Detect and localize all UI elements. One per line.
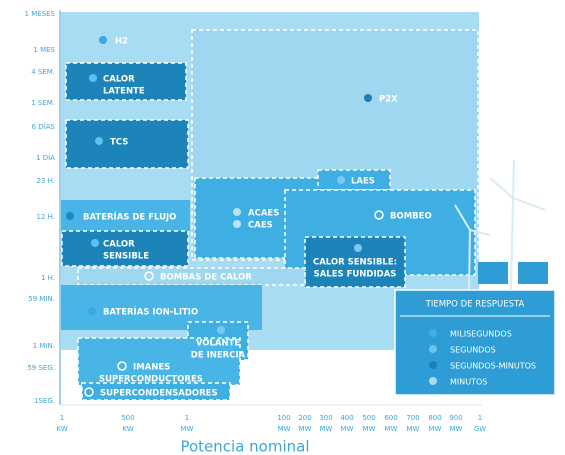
x-axis-label: MW: [341, 425, 354, 433]
x-axis-label: 1: [478, 414, 482, 422]
technology-label: BOMBEO: [390, 212, 432, 222]
y-axis-label: 1 H.: [41, 274, 55, 282]
technology-dot: [354, 244, 362, 252]
region: [81, 382, 231, 401]
technology-label: BATERÍAS ION-LITIO: [103, 306, 198, 318]
x-axis-label: MW: [450, 425, 463, 433]
y-axis-label: 12 H.: [37, 213, 56, 221]
x-axis-label: MW: [429, 425, 442, 433]
region: [61, 230, 189, 267]
x-axis-label: 1: [185, 414, 189, 422]
x-axis-label: 1: [60, 414, 64, 422]
technology-label: H2: [115, 37, 128, 47]
x-axis-label: MW: [320, 425, 333, 433]
x-axis-label: GW: [474, 425, 486, 433]
technology-dot: [374, 210, 384, 220]
technology-label: P2X: [379, 95, 398, 105]
technology-label: BOMBAS DE CALOR: [160, 273, 252, 283]
technology-dot: [337, 176, 345, 184]
x-axis-label: 300: [319, 414, 332, 422]
x-axis-label: 700: [406, 414, 419, 422]
legend-dot: [429, 361, 437, 369]
x-axis-label: KW: [122, 425, 133, 433]
x-axis-label: 600: [384, 414, 397, 422]
technology-label: SALES FUNDIDAS: [314, 270, 397, 280]
technology-label: SENSIBLE: [103, 252, 149, 262]
legend-item: SEGUNDOS-MINUTOS: [450, 362, 536, 371]
y-axis-label: 6 DÍAS: [32, 122, 56, 131]
technology-label: LATENTE: [103, 87, 145, 97]
legend-dot: [429, 377, 437, 385]
technology-label: DE INERCIA: [191, 351, 246, 361]
technology-label: CALOR: [103, 75, 135, 85]
x-axis-label: MW: [278, 425, 291, 433]
legend-box: [394, 289, 556, 396]
x-axis-label: 200: [298, 414, 311, 422]
y-axis-label: 1 MESES: [25, 10, 56, 18]
y-axis-label: 1 MIN.: [33, 342, 55, 350]
technology-dot: [233, 208, 241, 216]
x-axis-label: 400: [340, 414, 353, 422]
legend-item: MINUTOS: [450, 378, 487, 387]
technology-dot: [117, 361, 127, 371]
region: [65, 62, 187, 101]
legend-title: TIEMPO DE RESPUESTA: [425, 300, 525, 310]
y-axis-label: 1 SEM.: [31, 99, 55, 107]
legend-item: SEGUNDOS: [450, 346, 496, 355]
technology-dot: [217, 326, 225, 334]
x-axis-label: MW: [181, 425, 194, 433]
region: [61, 200, 190, 231]
technology-dot: [99, 36, 107, 44]
technology-label: LAES: [351, 177, 375, 187]
technology-label: TCS: [110, 138, 128, 148]
x-axis-label: MW: [407, 425, 420, 433]
technology-label: CALOR: [103, 240, 135, 250]
x-axis-label: 100: [277, 414, 290, 422]
y-axis-label: 1 DÍA: [36, 153, 55, 162]
technology-dot: [66, 212, 74, 220]
technology-label: IMANES: [133, 363, 170, 373]
region: [77, 337, 241, 386]
x-axis-label: MW: [363, 425, 376, 433]
technology-dot: [364, 94, 372, 102]
x-axis-label: 800: [428, 414, 441, 422]
y-axis-label: 59 SEG.: [27, 364, 55, 372]
regions: [61, 12, 479, 401]
x-axis-label: 900: [449, 414, 462, 422]
technology-label: ACAES: [248, 209, 279, 219]
technology-dot: [88, 307, 96, 315]
technology-label: SUPERCONDENSADORES: [100, 389, 218, 399]
y-axis-label: 4 SEM.: [31, 68, 55, 76]
technology-dot: [144, 271, 154, 281]
x-axis-label: 500: [121, 414, 134, 422]
technology-label: BATERÍAS DE FLUJO: [83, 211, 176, 223]
y-axis-label: 1 MES: [33, 46, 55, 54]
technology-dot: [233, 220, 241, 228]
technology-label: VOLANTE: [196, 339, 241, 349]
legend-dot: [429, 345, 437, 353]
technology-dot: [91, 239, 99, 247]
technology-label: CAES: [248, 221, 273, 231]
technology-label: CALOR SENSIBLE:: [313, 258, 397, 268]
region: [304, 236, 406, 288]
turbines: [454, 159, 548, 291]
x-axis-title: Potencia nominal: [180, 438, 309, 455]
y-axis-label: 23 H.: [37, 177, 56, 185]
technology-dot: [84, 387, 94, 397]
y-axis-label: 59 MIN.: [28, 295, 55, 303]
technology-dot: [95, 137, 103, 145]
technology-label: SUPERCONDUCTORES: [99, 375, 203, 385]
x-axis-label: MW: [299, 425, 312, 433]
x-axis-label: MW: [385, 425, 398, 433]
legend-dot: [429, 329, 437, 337]
x-axis-label: KW: [56, 425, 67, 433]
legend-item: MILISEGUNDOS: [450, 330, 512, 339]
x-axis-label: 500: [362, 414, 375, 422]
technology-dot: [89, 74, 97, 82]
y-axis-label: 1SEG.: [34, 397, 55, 405]
region: [65, 119, 189, 169]
